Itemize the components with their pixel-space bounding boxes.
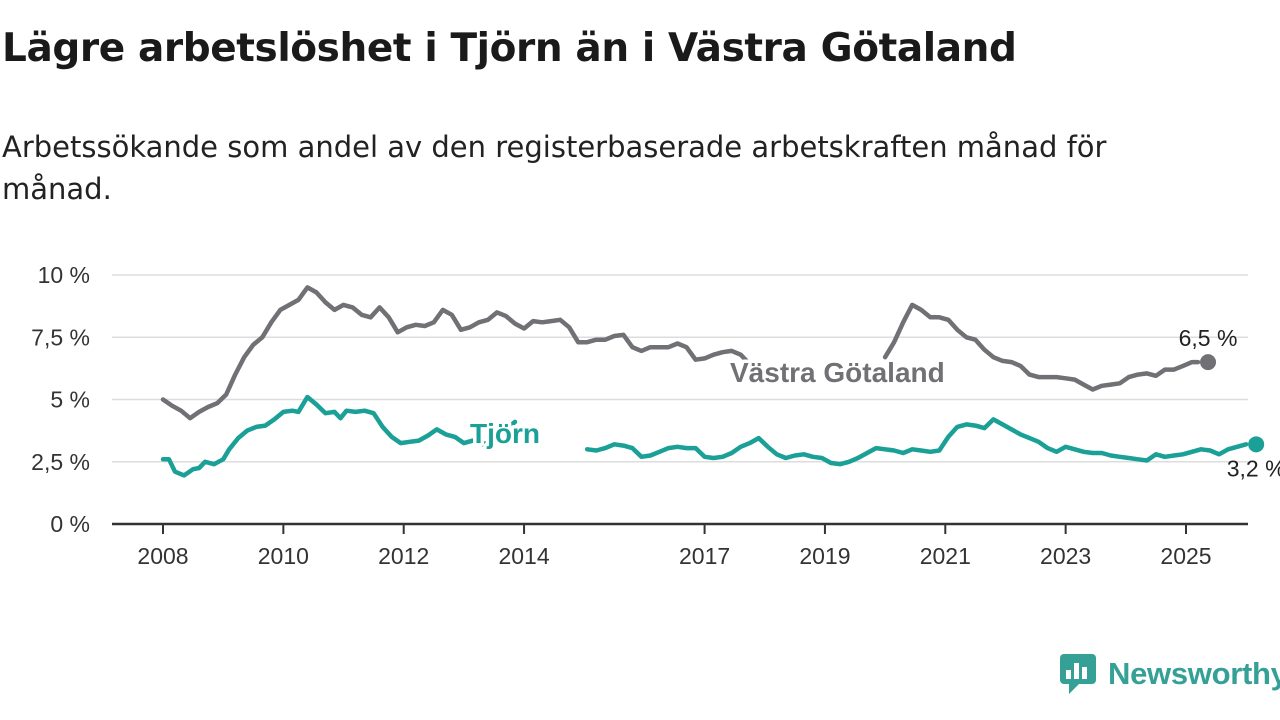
brand-name: Newsworthy [1108,656,1280,691]
newsworthy-brand: Newsworthy [1060,654,1280,694]
y-tick-label: 5 % [50,387,90,413]
x-tick-label: 2017 [679,543,730,569]
x-tick-label: 2012 [378,543,429,569]
y-tick-label: 0 % [50,511,90,537]
x-tick-label: 2023 [1040,543,1091,569]
series-end-point-tj-rn [1248,436,1265,453]
series-line-tj-rn [584,417,1249,467]
chart-subtitle: Arbetssökande som andel av den registerb… [2,130,1107,206]
series-line-v-stra-g-taland [882,302,1201,392]
x-tick-label: 2010 [258,543,309,569]
newsworthy-logo-icon [1060,654,1096,694]
x-tick-label: 2014 [498,543,549,569]
series-end-point-v-stra-g-taland [1200,354,1217,371]
series-line-v-stra-g-taland [160,285,749,421]
series-label-v-stra-g-taland: Västra Götaland [730,357,945,388]
gridlines [112,274,1248,463]
x-axis: 2008 2010 2012 2014 2017 2019 2021 2023 2025 [112,522,1248,569]
series-label-halo-v-stra-g-taland: Västra Götaland [730,357,945,388]
series-end-label-tj-rn: 3,2 % [1227,455,1280,481]
x-tick-label: 2025 [1160,543,1211,569]
series-lines [160,285,1249,478]
series-label-tj-rn: Tjörn [470,418,540,449]
line-chart: 0 % 2,5 % 5 % 7,5 % 10 % 2008 2010 2012 2014 201… [31,262,1280,569]
x-tick-label: 2019 [799,543,850,569]
y-tick-label: 2,5 % [31,449,90,475]
x-tick-label: 2021 [920,543,971,569]
y-axis: 0 % 2,5 % 5 % 7,5 % 10 % [31,262,90,537]
series-line-tj-rn [160,394,518,478]
y-tick-label: 7,5 % [31,324,90,350]
x-tick-label: 2008 [137,543,188,569]
series-end-label-v-stra-g-taland: 6,5 % [1179,325,1238,351]
series-label-halo-tj-rn: Tjörn [470,418,540,449]
y-tick-label: 10 % [38,262,90,288]
chart-title: Lägre arbetslöshet i Tjörn än i Västra G… [2,26,1017,71]
